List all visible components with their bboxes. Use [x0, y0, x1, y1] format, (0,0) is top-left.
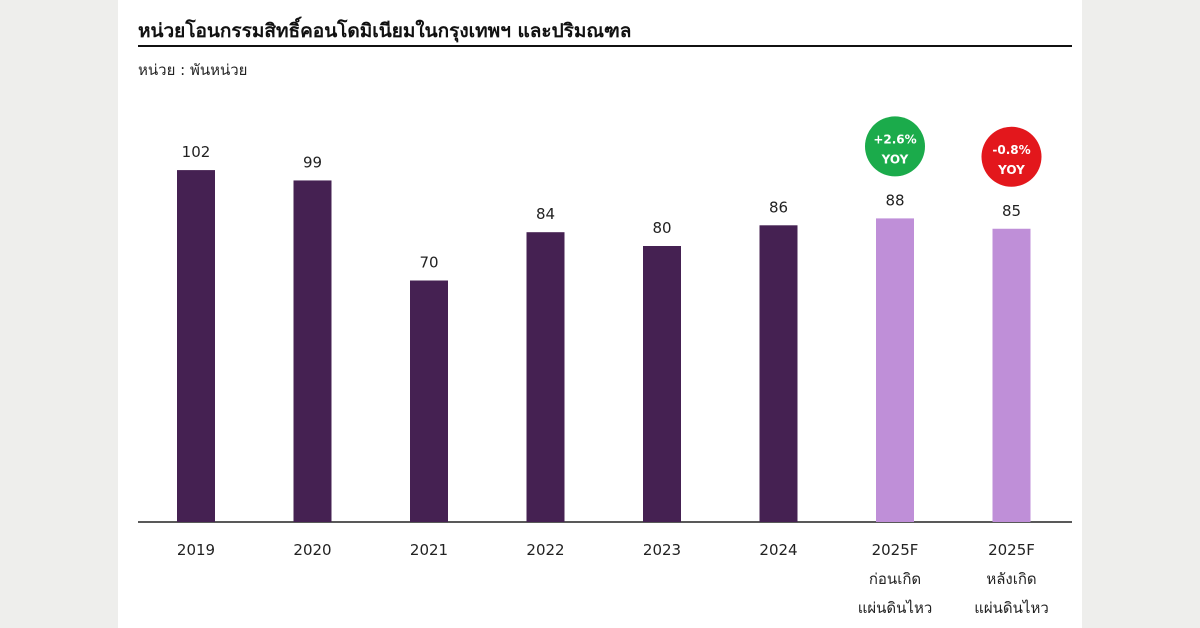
chart-panel: หน่วยโอนกรรมสิทธิ์คอนโดมิเนียมในกรุงเทพฯ…: [118, 0, 1082, 628]
yoy-change-value: +2.6%: [873, 132, 916, 146]
bar: [293, 180, 332, 522]
chart-title: หน่วยโอนกรรมสิทธิ์คอนโดมิเนียมในกรุงเทพฯ…: [138, 20, 632, 42]
bar: [876, 218, 914, 522]
x-tick-label: 2024: [759, 541, 797, 559]
x-tick-sublabel: แผ่นดินไหว: [858, 599, 933, 617]
x-tick-label: 2020: [293, 541, 331, 559]
data-label: 85: [1002, 202, 1021, 220]
bar: [526, 232, 565, 522]
x-tick-sublabel: หลังเกิด: [986, 570, 1036, 588]
yoy-badge-up: [865, 116, 925, 177]
yoy-label: YOY: [881, 152, 909, 166]
unit-label: หน่วย : พันหน่วย: [138, 61, 248, 79]
x-tick-label: 2025F: [988, 541, 1035, 559]
data-label: 86: [769, 198, 788, 216]
yoy-badge-down: [981, 126, 1042, 187]
x-tick-sublabel: ก่อนเกิด: [869, 570, 921, 588]
title-divider: [138, 45, 1072, 47]
data-label: 80: [652, 219, 671, 237]
data-label: 102: [182, 143, 211, 161]
data-label: 84: [536, 205, 555, 223]
x-tick-label: 2023: [643, 541, 681, 559]
x-tick-label: 2025F: [872, 541, 919, 559]
x-tick-sublabel: แผ่นดินไหว: [974, 599, 1049, 617]
bar: [643, 246, 681, 522]
bar: [177, 170, 215, 522]
x-tick-label: 2021: [410, 541, 448, 559]
data-label: 70: [419, 254, 438, 272]
data-label: 88: [885, 191, 904, 209]
data-label: 99: [303, 153, 322, 171]
yoy-change-value: -0.8%: [992, 143, 1030, 157]
bar: [410, 280, 448, 522]
yoy-label: YOY: [997, 163, 1025, 177]
bar: [759, 225, 798, 523]
bar: [992, 228, 1031, 522]
bar-chart: 102 2019 99 2020 70 2021 84 2022 80 2023 86 2024 88 2…: [138, 116, 1072, 617]
x-tick-label: 2022: [526, 541, 564, 559]
x-tick-label: 2019: [177, 541, 215, 559]
